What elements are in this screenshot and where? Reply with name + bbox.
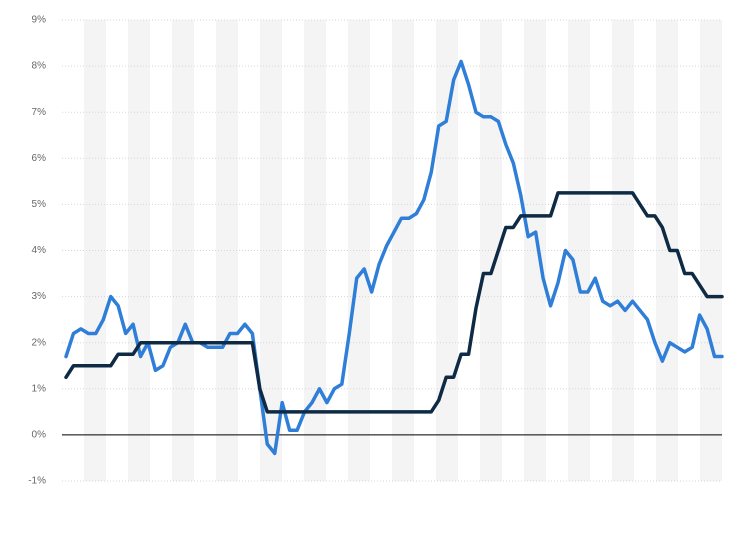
y-tick-label: 9%	[32, 15, 47, 26]
y-tick-label: 2%	[32, 337, 47, 348]
series-line	[64, 191, 724, 414]
stripe	[656, 20, 678, 481]
y-tick-label: -1%	[28, 476, 46, 487]
y-tick-label: 6%	[32, 153, 47, 164]
stripe	[392, 20, 414, 481]
stripe	[568, 20, 590, 481]
y-tick-label: 3%	[32, 291, 47, 302]
y-tick-label: 4%	[32, 245, 47, 256]
y-tick-label: 5%	[32, 199, 47, 210]
y-tick-label: 0%	[32, 430, 47, 441]
stripe	[260, 20, 282, 481]
stripe	[436, 20, 458, 481]
y-tick-label: 1%	[32, 383, 47, 394]
stripe	[700, 20, 722, 481]
y-tick-label: 8%	[32, 61, 47, 72]
y-tick-label: 7%	[32, 107, 47, 118]
stripe	[128, 20, 150, 481]
stripe	[524, 20, 546, 481]
